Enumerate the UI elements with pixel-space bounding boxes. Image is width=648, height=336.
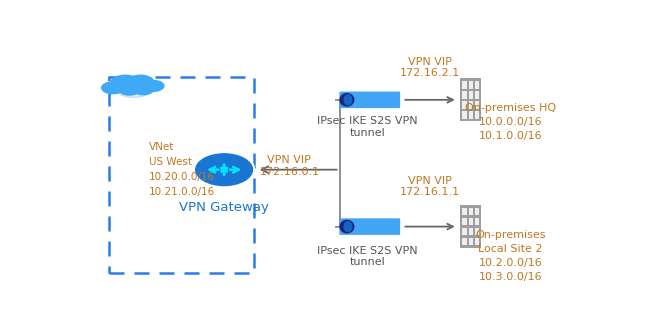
Text: IPsec IKE S2S VPN
tunnel: IPsec IKE S2S VPN tunnel [317, 246, 417, 267]
FancyBboxPatch shape [462, 101, 467, 109]
Ellipse shape [194, 152, 254, 187]
FancyBboxPatch shape [475, 101, 480, 109]
Text: VPN Gateway: VPN Gateway [179, 201, 269, 214]
FancyBboxPatch shape [475, 91, 480, 98]
Circle shape [115, 78, 152, 97]
FancyBboxPatch shape [462, 91, 467, 98]
FancyBboxPatch shape [475, 238, 480, 245]
FancyBboxPatch shape [340, 218, 400, 235]
Ellipse shape [340, 93, 354, 107]
FancyBboxPatch shape [469, 81, 473, 88]
FancyBboxPatch shape [469, 238, 473, 245]
FancyBboxPatch shape [462, 228, 467, 235]
FancyBboxPatch shape [469, 208, 473, 215]
Text: VPN VIP
172.16.0.1: VPN VIP 172.16.0.1 [259, 155, 319, 177]
Ellipse shape [340, 220, 354, 234]
FancyBboxPatch shape [475, 228, 480, 235]
FancyBboxPatch shape [475, 218, 480, 225]
Text: IPsec IKE S2S VPN
tunnel: IPsec IKE S2S VPN tunnel [317, 116, 417, 138]
FancyBboxPatch shape [475, 208, 480, 215]
FancyBboxPatch shape [469, 228, 473, 235]
Circle shape [111, 75, 140, 90]
Text: On-premises
Local Site 2
10.2.0.0/16
10.3.0.0/16: On-premises Local Site 2 10.2.0.0/16 10.… [475, 230, 546, 282]
FancyBboxPatch shape [460, 79, 481, 121]
Ellipse shape [343, 221, 353, 232]
Text: VPN VIP
172.16.2.1: VPN VIP 172.16.2.1 [400, 57, 460, 78]
FancyBboxPatch shape [462, 208, 467, 215]
Circle shape [133, 84, 154, 95]
Text: VPN VIP
172.16.1.1: VPN VIP 172.16.1.1 [400, 176, 460, 197]
Circle shape [127, 75, 154, 89]
Text: VNet
US West
10.20.0.0/16
10.21.0.0/16: VNet US West 10.20.0.0/16 10.21.0.0/16 [149, 142, 215, 197]
FancyBboxPatch shape [469, 91, 473, 98]
FancyBboxPatch shape [469, 101, 473, 109]
Ellipse shape [343, 94, 353, 106]
FancyBboxPatch shape [462, 238, 467, 245]
Circle shape [102, 82, 124, 94]
FancyBboxPatch shape [460, 205, 481, 248]
Circle shape [143, 81, 164, 91]
Text: On-premises HQ
10.0.0.0/16
10.1.0.0/16: On-premises HQ 10.0.0.0/16 10.1.0.0/16 [465, 103, 556, 141]
FancyBboxPatch shape [475, 81, 480, 88]
FancyBboxPatch shape [462, 218, 467, 225]
FancyBboxPatch shape [340, 91, 400, 108]
Circle shape [119, 85, 139, 95]
FancyBboxPatch shape [462, 111, 467, 119]
FancyBboxPatch shape [469, 218, 473, 225]
FancyBboxPatch shape [475, 111, 480, 119]
FancyBboxPatch shape [462, 81, 467, 88]
FancyBboxPatch shape [469, 111, 473, 119]
